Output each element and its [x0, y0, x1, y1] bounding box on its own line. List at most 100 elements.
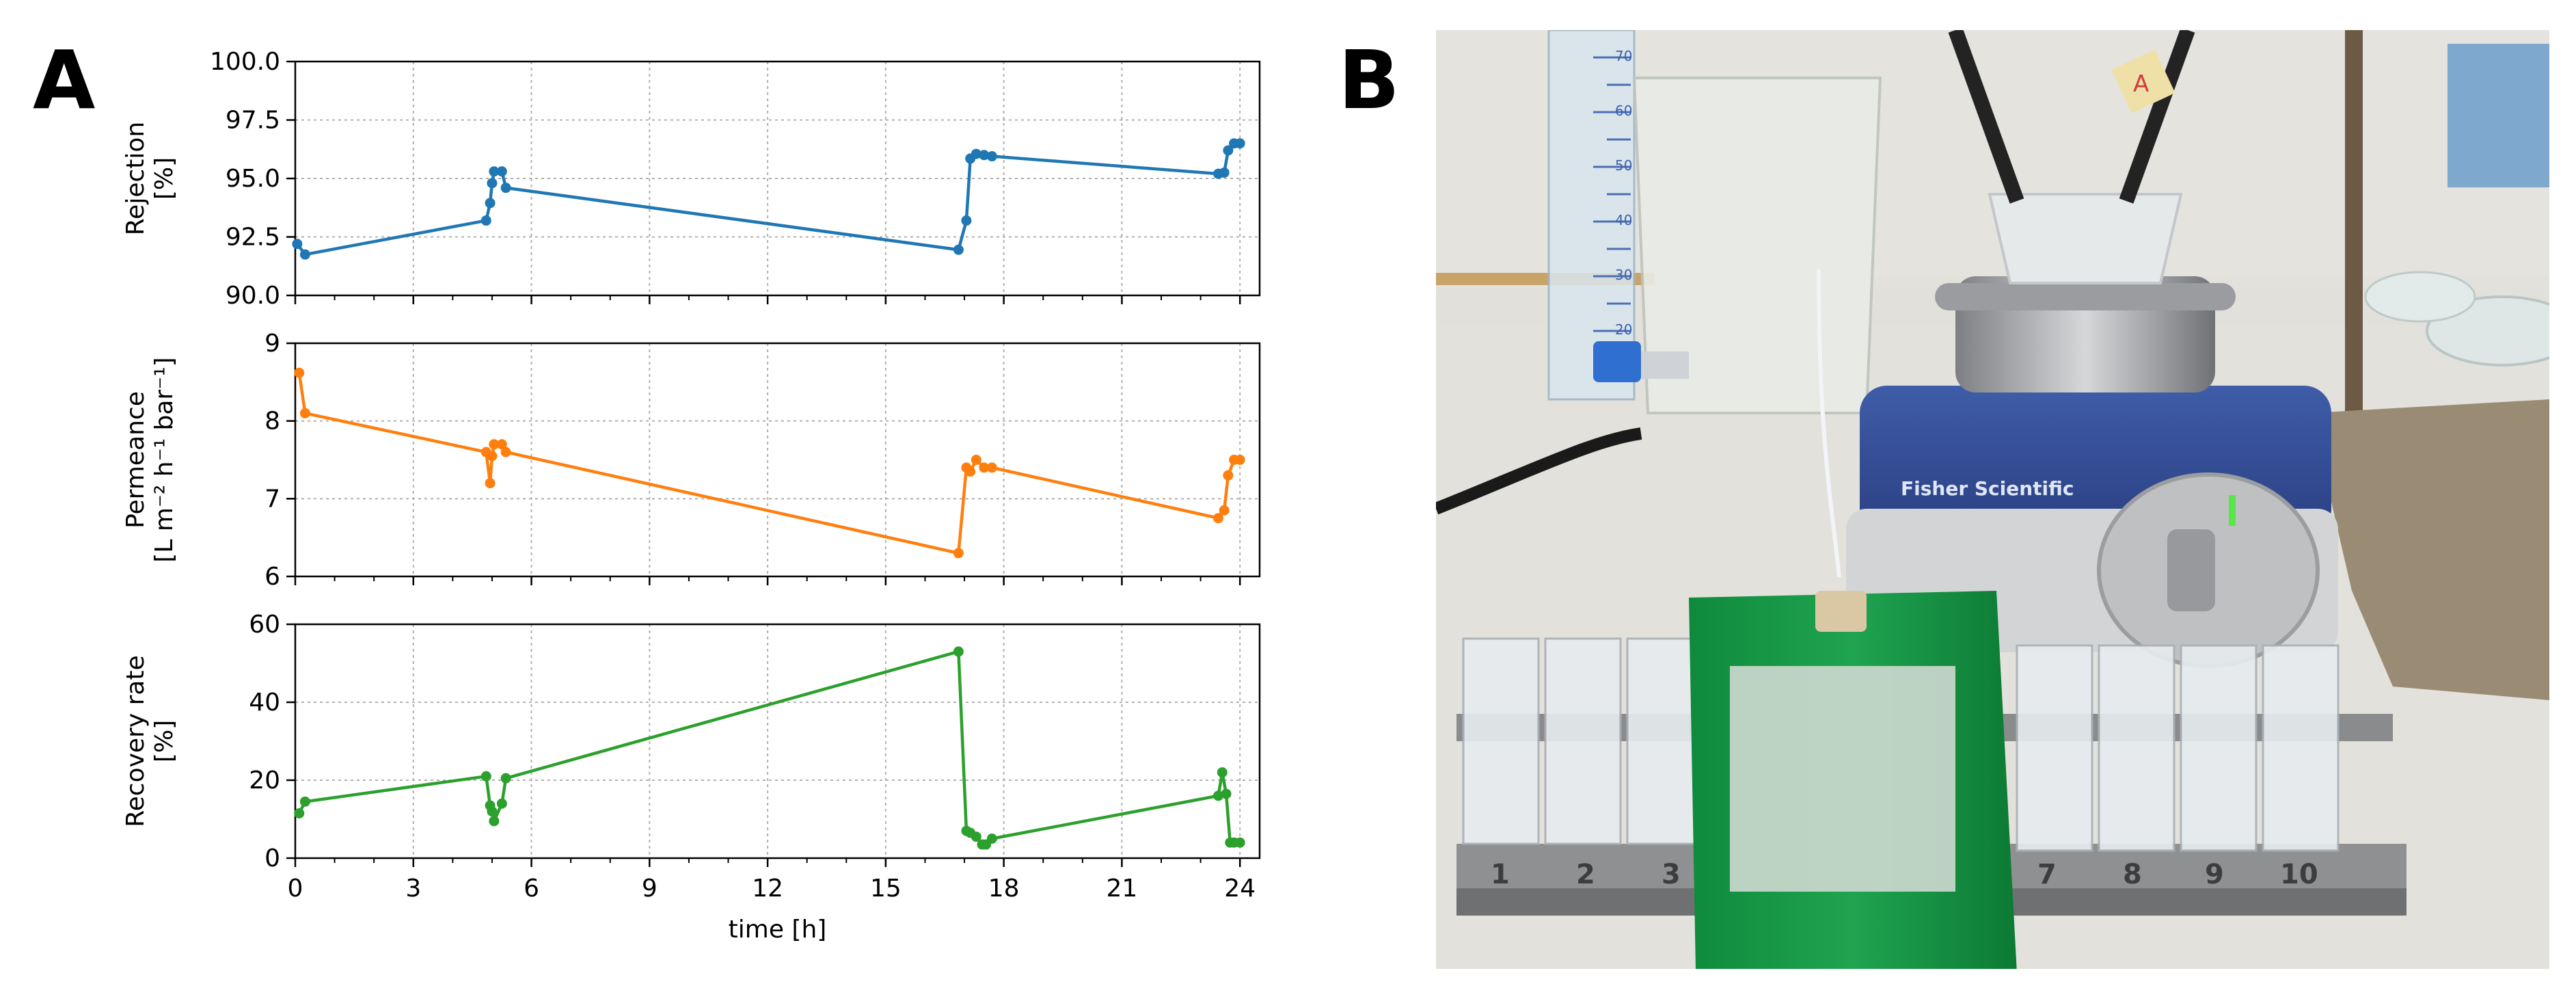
data-point [953, 646, 964, 657]
y-tick-label: 9 [265, 330, 280, 358]
x-tick-label: 21 [1107, 875, 1138, 903]
chart-panel-2: 6 7 8 9 Permeance[L m⁻² h⁻¹ bar⁻¹] [122, 330, 1261, 591]
data-point [979, 462, 990, 473]
x-tick-label: 12 [752, 875, 783, 903]
data-point [1213, 513, 1224, 524]
y-tick-label: 0 [265, 844, 280, 873]
stirrer-brand-label: Fisher Scientific [1901, 477, 2074, 500]
data-point [294, 808, 305, 818]
data-point [487, 178, 498, 189]
x-tick-label: 6 [524, 875, 539, 903]
chart-panel-1: 90.0 92.5 95.0 97.5 100.0 Rejection[%] [122, 48, 1261, 310]
cylinder-mark: 60 [1615, 103, 1632, 119]
series-line [297, 372, 1240, 555]
data-point [487, 451, 498, 462]
y-axis-label-line: Rejection [122, 122, 150, 235]
data-point [986, 462, 997, 473]
data-point [1234, 455, 1245, 465]
data-point [489, 166, 500, 177]
x-tick-label: 3 [405, 875, 421, 903]
data-point [1213, 790, 1224, 801]
y-tick-label: 95.0 [226, 165, 280, 193]
cuvette-number: 1 [1491, 859, 1510, 890]
data-point [979, 150, 990, 161]
data-point [1223, 145, 1234, 156]
data-point [986, 151, 997, 162]
green-holder [1689, 591, 2017, 969]
x-axis-label: time [h] [729, 916, 827, 944]
data-point [487, 806, 498, 817]
x-tick-label: 15 [870, 875, 901, 903]
y-tick-label: 100.0 [210, 48, 280, 76]
y-axis-label-line: Recovery rate [122, 655, 150, 827]
data-point [1234, 138, 1245, 149]
y-tick-label: 60 [249, 611, 280, 639]
data-point [971, 455, 981, 465]
membrane-cell [1935, 193, 2236, 392]
lab-setup-photo: 70 60 50 40 30 20 Fisher Scientific A [1436, 30, 2549, 969]
data-point [496, 166, 507, 177]
tubing-top [1948, 30, 2024, 204]
panel-a-letter: A [33, 33, 96, 127]
data-point [500, 447, 511, 457]
window-frame [2448, 44, 2549, 187]
y-axis-label-line: [%] [150, 157, 178, 200]
data-point [500, 773, 511, 784]
y-tick-label: 8 [265, 408, 280, 436]
cuvette-number: 2 [1576, 859, 1595, 890]
chart-panel-3: 0 20 40 60 Recovery rate[%] 0 3 6 9 12 15 18 21 24 tim… [122, 611, 1261, 944]
series-line [296, 142, 1240, 256]
y-axis-label: Rejection[%] [122, 122, 178, 235]
blue-valve [1593, 341, 1689, 382]
cuvette-number: 10 [2280, 859, 2318, 890]
stand-rod [2345, 30, 2363, 427]
cuvette-number: 7 [2037, 859, 2057, 890]
data-point [294, 367, 305, 378]
y-tick-label: 97.5 [226, 107, 280, 135]
data-point [1234, 837, 1245, 848]
cylinder-mark: 40 [1615, 212, 1632, 228]
plot-frame [294, 623, 1261, 860]
data-point [953, 548, 964, 559]
y-tick-label: 40 [249, 689, 280, 717]
y-axis-label: Recovery rate[%] [122, 655, 178, 827]
x-tick-label: 9 [642, 875, 657, 903]
y-axis-label-line: Permeance [122, 391, 150, 529]
data-point [1219, 505, 1230, 516]
data-point [500, 183, 511, 194]
cuvette-number: 9 [2205, 859, 2224, 890]
y-tick-label: 92.5 [226, 224, 280, 252]
x-tick-label: 0 [288, 875, 303, 903]
data-point [1217, 767, 1228, 778]
data-point [485, 478, 496, 489]
data-point [485, 198, 496, 209]
data-point [986, 834, 997, 844]
data-point [480, 215, 491, 226]
data-point [299, 249, 310, 260]
data-point [299, 796, 310, 807]
tape-label-text: A [2133, 70, 2149, 98]
sample-tube [1817, 269, 1841, 578]
data-point [292, 239, 303, 250]
y-axis-label-line: [L m⁻² h⁻¹ bar⁻¹] [150, 357, 178, 562]
charts-area: 90.092.595.097.5100.0Rejection[%]6789Per… [122, 48, 1261, 944]
data-point [489, 439, 500, 450]
y-axis-label-line: [%] [150, 720, 178, 762]
data-point [965, 466, 976, 477]
y-tick-label: 7 [265, 485, 280, 513]
data-point [971, 148, 981, 159]
y-tick-label: 6 [265, 563, 280, 591]
tape-label [2111, 49, 2175, 114]
data-point [489, 816, 500, 827]
cylinder-mark: 20 [1615, 321, 1632, 338]
data-point [961, 215, 972, 226]
black-tubing [1436, 427, 1642, 515]
series-line [297, 650, 1240, 847]
data-point [1221, 788, 1232, 799]
y-tick-label: 90.0 [226, 282, 280, 310]
cuvette-number: 8 [2123, 859, 2142, 890]
panel-b-letter: B [1338, 33, 1400, 127]
cylinder-mark: 70 [1615, 48, 1632, 64]
tubing-top [2119, 30, 2195, 204]
x-tick-label: 18 [988, 875, 1020, 903]
